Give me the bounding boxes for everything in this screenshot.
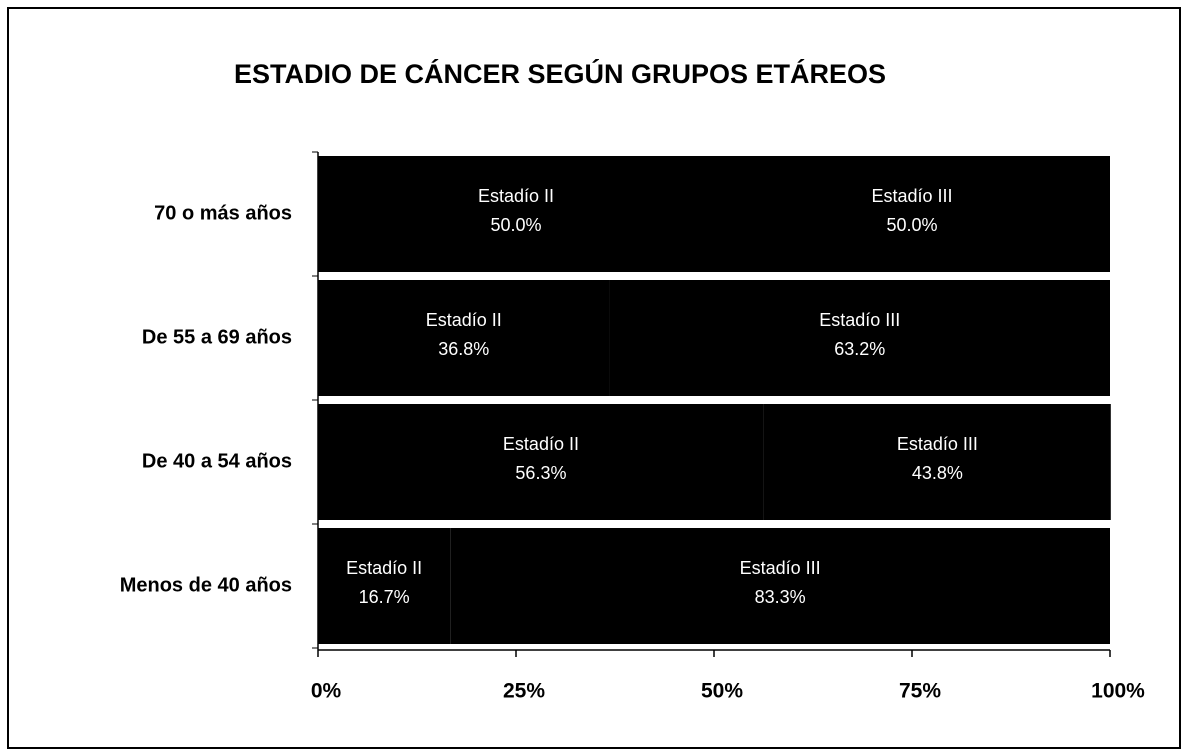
data-label-name: Estadío III xyxy=(819,310,900,330)
data-label: 36.8% xyxy=(438,339,489,359)
data-label: 63.2% xyxy=(834,339,885,359)
bar-segment xyxy=(318,528,451,644)
bar-segment xyxy=(318,156,714,272)
bar-segment xyxy=(609,280,1110,396)
x-tick-label: 75% xyxy=(899,680,941,703)
chart-title: ESTADIO DE CÁNCER SEGÚN GRUPOS ETÁREOS xyxy=(234,58,886,89)
bar-segment xyxy=(714,156,1110,272)
x-tick-label: 0% xyxy=(311,680,342,703)
data-label-name: Estadío III xyxy=(740,558,821,578)
data-label: 83.3% xyxy=(755,587,806,607)
data-label: 50.0% xyxy=(490,215,541,235)
data-label: 50.0% xyxy=(886,215,937,235)
data-label-name: Estadío III xyxy=(871,186,952,206)
data-label-name: Estadío II xyxy=(503,434,579,454)
y-tick-label: Menos de 40 años xyxy=(120,574,292,596)
x-tick-label: 50% xyxy=(701,680,743,703)
bar-segment xyxy=(763,404,1111,520)
bar-segment xyxy=(318,280,610,396)
data-label: 16.7% xyxy=(359,587,410,607)
y-tick-label: De 40 a 54 años xyxy=(142,450,292,472)
data-label-name: Estadío III xyxy=(897,434,978,454)
y-tick-label: De 55 a 69 años xyxy=(142,326,292,348)
x-tick-label: 25% xyxy=(503,680,545,703)
bar-segment xyxy=(318,404,764,520)
data-label: 43.8% xyxy=(912,463,963,483)
data-label: 56.3% xyxy=(515,463,566,483)
x-tick-label: 100% xyxy=(1091,680,1145,703)
data-label-name: Estadío II xyxy=(478,186,554,206)
bar-segment xyxy=(450,528,1110,644)
data-label-name: Estadío II xyxy=(346,558,422,578)
data-label-name: Estadío II xyxy=(426,310,502,330)
y-tick-label: 70 o más años xyxy=(154,202,292,224)
